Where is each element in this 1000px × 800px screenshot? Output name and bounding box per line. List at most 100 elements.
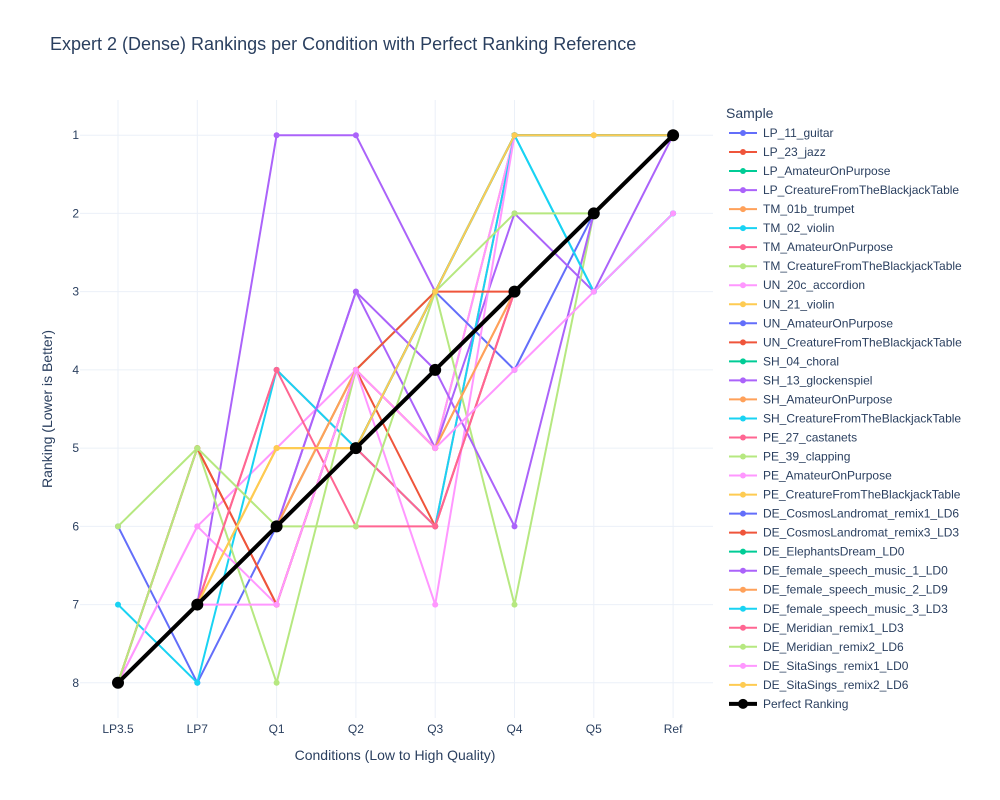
- legend-item[interactable]: DE_SitaSings_remix1_LD0: [729, 659, 909, 673]
- legend-item[interactable]: DE_Meridian_remix1_LD3: [729, 621, 904, 635]
- legend-label: DE_SitaSings_remix2_LD6: [763, 678, 909, 692]
- series-point[interactable]: [112, 676, 124, 689]
- legend-label: UN_21_violin: [763, 297, 834, 311]
- legend-item[interactable]: TM_AmateurOnPurpose: [729, 240, 893, 254]
- legend-item[interactable]: DE_CosmosLandromat_remix3_LD3: [729, 526, 959, 540]
- series-point[interactable]: [429, 363, 442, 376]
- series-point[interactable]: [194, 679, 201, 686]
- legend-item[interactable]: UN_AmateurOnPurpose: [729, 316, 893, 330]
- legend-item[interactable]: LP_CreatureFromTheBlackjackTable: [729, 183, 959, 197]
- y-tick-label: 6: [72, 519, 79, 533]
- series-point[interactable]: [511, 366, 518, 373]
- legend-item[interactable]: UN_CreatureFromTheBlackjackTable: [729, 335, 962, 349]
- legend-marker-swatch: [740, 187, 746, 194]
- series-point[interactable]: [508, 285, 521, 298]
- legend-label: SH_04_choral: [763, 354, 839, 368]
- legend-item[interactable]: PE_27_castanets: [729, 430, 857, 444]
- series-point[interactable]: [590, 288, 597, 295]
- legend-item[interactable]: PE_CreatureFromTheBlackjackTable: [729, 488, 961, 502]
- legend-item[interactable]: LP_AmateurOnPurpose: [729, 164, 891, 178]
- legend-item[interactable]: SH_AmateurOnPurpose: [729, 392, 893, 406]
- series-point[interactable]: [511, 210, 518, 217]
- legend-marker-swatch: [740, 529, 746, 536]
- y-tick-label: 5: [72, 441, 79, 455]
- x-tick-label: Q5: [586, 722, 602, 736]
- series-line[interactable]: [116, 133, 675, 685]
- legend-item[interactable]: DE_ElephantsDream_LD0: [729, 545, 905, 559]
- series-point[interactable]: [191, 598, 204, 611]
- series-point[interactable]: [115, 601, 121, 608]
- legend-item[interactable]: DE_Meridian_remix2_LD6: [729, 640, 904, 654]
- x-tick-label: Ref: [664, 722, 683, 736]
- legend-item[interactable]: LP_23_jazz: [729, 145, 826, 159]
- series-point[interactable]: [273, 601, 280, 608]
- legend-item[interactable]: SH_13_glockenspiel: [729, 373, 872, 387]
- series-point[interactable]: [511, 601, 518, 608]
- legend-item[interactable]: SH_CreatureFromTheBlackjackTable: [729, 411, 961, 425]
- series-point[interactable]: [590, 132, 597, 139]
- series-point[interactable]: [432, 288, 439, 295]
- legend-label: DE_Meridian_remix2_LD6: [763, 640, 904, 654]
- series-point[interactable]: [352, 366, 359, 373]
- series-point[interactable]: [670, 210, 677, 217]
- series-Perfect Ranking[interactable]: [112, 129, 680, 689]
- legend-item[interactable]: Perfect Ranking: [729, 697, 848, 711]
- series-point[interactable]: [352, 523, 359, 530]
- series-point[interactable]: [273, 679, 280, 686]
- legend-item[interactable]: DE_female_speech_music_2_LD9: [729, 583, 948, 597]
- series-point[interactable]: [194, 523, 201, 530]
- series-point[interactable]: [352, 288, 359, 295]
- legend-item[interactable]: UN_21_violin: [729, 297, 834, 311]
- series-point[interactable]: [432, 445, 439, 452]
- legend-title: Sample: [726, 105, 774, 121]
- series-point[interactable]: [273, 366, 280, 373]
- series-point[interactable]: [273, 132, 280, 139]
- legend-items[interactable]: LP_11_guitar LP_23_jazz LP_AmateurOnPurpos…: [729, 126, 962, 711]
- legend-item[interactable]: PE_AmateurOnPurpose: [729, 469, 892, 483]
- legend-item[interactable]: TM_01b_trumpet: [729, 202, 855, 216]
- legend-item[interactable]: DE_SitaSings_remix2_LD6: [729, 678, 909, 692]
- legend-label: TM_02_violin: [763, 221, 834, 235]
- legend-label: PE_39_clapping: [763, 450, 850, 464]
- series-line[interactable]: [117, 134, 674, 684]
- legend-marker-swatch: [738, 698, 748, 709]
- series-point[interactable]: [352, 132, 359, 139]
- series-point[interactable]: [115, 523, 121, 530]
- legend-marker-swatch: [740, 225, 746, 232]
- legend-marker-swatch: [740, 548, 746, 555]
- series-point[interactable]: [432, 523, 439, 530]
- legend[interactable]: Sample LP_11_guitar LP_23_jazz LP_AmateurO…: [726, 105, 962, 711]
- series-point[interactable]: [432, 601, 439, 608]
- series-point[interactable]: [587, 207, 600, 220]
- legend-label: TM_CreatureFromTheBlackjackTable: [763, 259, 962, 273]
- chart-title: Expert 2 (Dense) Rankings per Condition …: [50, 34, 636, 54]
- legend-marker-swatch: [740, 206, 746, 213]
- legend-item[interactable]: UN_20c_accordion: [729, 278, 865, 292]
- legend-item[interactable]: DE_female_speech_music_1_LD0: [729, 564, 948, 578]
- x-tick-label: Q3: [427, 722, 443, 736]
- series-point[interactable]: [667, 129, 680, 142]
- legend-marker-swatch: [740, 377, 746, 384]
- series-point[interactable]: [511, 132, 518, 139]
- legend-marker-swatch: [740, 472, 746, 479]
- series-point[interactable]: [511, 523, 518, 530]
- series-point[interactable]: [270, 520, 283, 533]
- series-point[interactable]: [194, 445, 201, 452]
- legend-label: LP_CreatureFromTheBlackjackTable: [763, 183, 959, 197]
- legend-item[interactable]: DE_CosmosLandromat_remix1_LD6: [729, 507, 959, 521]
- legend-item[interactable]: PE_39_clapping: [729, 450, 850, 464]
- legend-item[interactable]: DE_female_speech_music_3_LD3: [729, 602, 948, 616]
- legend-item[interactable]: TM_CreatureFromTheBlackjackTable: [729, 259, 962, 273]
- legend-item[interactable]: SH_04_choral: [729, 354, 839, 368]
- series-point[interactable]: [273, 445, 280, 452]
- legend-marker-swatch: [740, 662, 746, 669]
- legend-item[interactable]: TM_02_violin: [729, 221, 834, 235]
- legend-label: SH_AmateurOnPurpose: [763, 392, 893, 406]
- legend-label: LP_11_guitar: [763, 126, 834, 140]
- series-point[interactable]: [349, 442, 362, 455]
- legend-item[interactable]: LP_11_guitar: [729, 126, 834, 140]
- legend-marker-swatch: [740, 453, 746, 460]
- x-tick-label: Q1: [269, 722, 285, 736]
- x-axis-title: Conditions (Low to High Quality): [295, 747, 496, 763]
